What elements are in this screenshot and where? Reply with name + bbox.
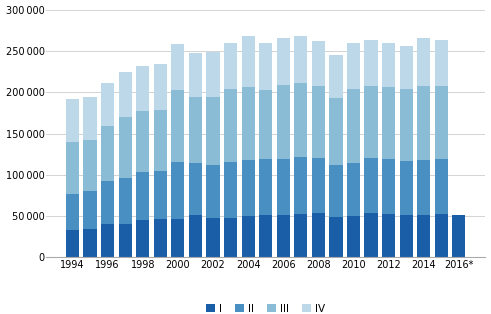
Bar [242,216,255,257]
Bar [364,158,378,213]
Bar [83,229,97,257]
Bar [224,162,237,218]
Bar [66,230,79,257]
Bar [312,86,325,158]
Bar [101,126,114,181]
Bar [224,218,237,257]
Bar [224,43,237,89]
Bar [259,43,273,90]
Bar [189,97,202,163]
Bar [276,38,290,85]
Bar [276,215,290,257]
Bar [259,159,273,215]
Bar [206,97,219,165]
Bar [136,111,149,172]
Bar [400,214,413,257]
Bar [154,110,167,171]
Bar [189,215,202,257]
Bar [452,214,465,257]
Bar [400,46,413,89]
Bar [119,178,132,224]
Bar [329,98,343,165]
Bar [329,55,343,98]
Bar [417,160,430,214]
Bar [189,163,202,215]
Bar [101,83,114,126]
Bar [347,43,360,89]
Bar [259,215,273,257]
Bar [83,191,97,229]
Bar [417,214,430,257]
Bar [294,36,307,83]
Bar [171,219,185,257]
Bar [329,165,343,217]
Bar [224,89,237,162]
Bar [382,43,395,87]
Bar [66,194,79,230]
Bar [206,218,219,257]
Bar [259,90,273,159]
Bar [242,87,255,160]
Bar [66,142,79,194]
Bar [364,86,378,158]
Bar [119,117,132,178]
Bar [276,159,290,215]
Bar [276,85,290,159]
Bar [364,40,378,86]
Bar [435,40,448,86]
Bar [435,214,448,257]
Bar [206,165,219,218]
Bar [101,225,114,257]
Bar [154,171,167,219]
Bar [435,159,448,214]
Bar [171,44,185,90]
Bar [347,89,360,163]
Bar [294,83,307,158]
Bar [101,181,114,225]
Bar [294,158,307,214]
Bar [171,162,185,219]
Bar [382,87,395,159]
Bar [435,86,448,159]
Bar [136,172,149,220]
Bar [312,158,325,213]
Bar [119,72,132,117]
Bar [242,160,255,216]
Bar [154,64,167,110]
Bar [66,99,79,142]
Bar [83,97,97,140]
Bar [189,53,202,97]
Bar [312,41,325,86]
Bar [400,161,413,214]
Bar [347,163,360,216]
Bar [382,214,395,257]
Bar [294,214,307,257]
Bar [417,86,430,160]
Bar [206,52,219,97]
Bar [347,216,360,257]
Bar [171,90,185,162]
Bar [83,140,97,191]
Bar [364,213,378,257]
Bar [400,89,413,161]
Bar [154,219,167,257]
Bar [329,217,343,257]
Bar [312,213,325,257]
Bar [382,159,395,214]
Bar [136,66,149,111]
Bar [136,220,149,257]
Bar [242,36,255,87]
Legend: I, II, III, IV: I, II, III, IV [202,300,330,314]
Bar [417,39,430,86]
Bar [119,224,132,257]
